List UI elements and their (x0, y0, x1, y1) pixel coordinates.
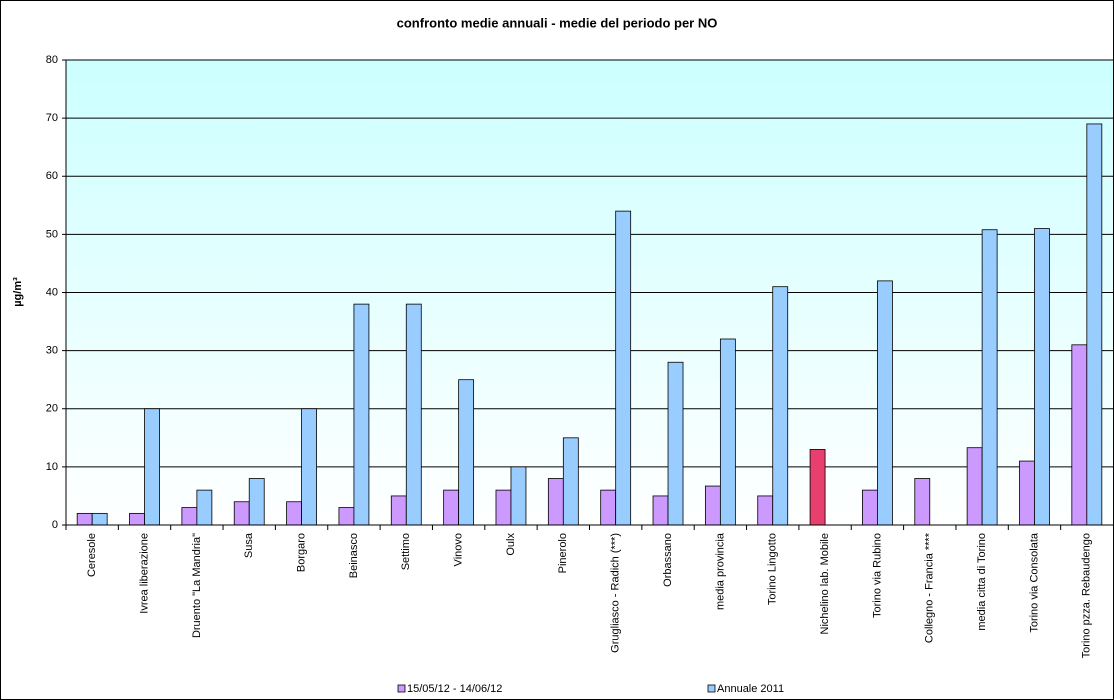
x-tick-label: Settimo (400, 533, 412, 570)
x-tick-label: Vinovo (453, 533, 465, 566)
x-tick-label: Beinasco (348, 533, 360, 578)
bar (547, 478, 564, 526)
x-tick-label: Ivrea liberazione (138, 533, 150, 614)
chart-title: confronto medie annuali - medie del peri… (397, 15, 718, 30)
bar (301, 408, 317, 526)
bar (772, 286, 789, 526)
bar (600, 489, 617, 526)
bar (353, 303, 370, 526)
bar (719, 338, 736, 526)
bar (877, 280, 893, 526)
x-tick-label: media provincia (714, 532, 726, 610)
bar (196, 489, 213, 526)
y-tick-label: 10 (46, 461, 58, 473)
x-tick-label: Torino pzza. Rebaudengo (1081, 533, 1093, 658)
x-tick-label: Nichelino lab. Mobile (819, 533, 831, 635)
x-tick-label: Susa (243, 532, 255, 558)
bar (458, 379, 475, 526)
x-tick-label: Pinerolo (557, 533, 569, 573)
bar (667, 361, 684, 526)
y-tick-label: 30 (46, 345, 58, 357)
bar (144, 408, 160, 526)
bar (1086, 123, 1103, 526)
bar (981, 229, 998, 526)
y-tick-label: 40 (46, 286, 58, 298)
bar (76, 512, 93, 526)
legend-label: Annuale 2011 (717, 683, 784, 695)
bar (966, 447, 983, 526)
bar (1071, 344, 1088, 526)
x-tick-label: Collegno - Francia **** (924, 532, 936, 643)
bar (1034, 228, 1050, 526)
bar (405, 303, 422, 526)
x-tick-label: Ceresole (86, 533, 98, 577)
bar (1019, 460, 1035, 526)
bar (181, 507, 198, 526)
legend-swatch (707, 684, 716, 693)
bar (286, 501, 302, 526)
bar (809, 449, 826, 526)
y-tick-label: 80 (46, 54, 58, 66)
x-tick-label: Grugliasco - Radich (***) (610, 533, 622, 653)
bar (390, 495, 407, 526)
bar (129, 512, 145, 526)
y-tick-label: 50 (46, 228, 58, 240)
x-tick-label: Orbassano (662, 533, 674, 587)
x-tick-label: media citta di Torino (976, 533, 988, 631)
y-tick-label: 70 (46, 112, 58, 124)
bar (652, 495, 669, 526)
y-axis-label: µg/m³ (12, 277, 24, 307)
bar (862, 489, 878, 526)
x-tick-label: Druento "La Mandria" (191, 533, 203, 638)
legend-label: 15/05/12 - 14/06/12 (407, 683, 502, 695)
bar (91, 512, 108, 526)
bar (248, 478, 265, 526)
legend-swatch (397, 684, 406, 693)
x-tick-label: Torino via Rubino (871, 533, 883, 618)
bar (757, 495, 774, 526)
y-tick-label: 0 (52, 519, 58, 531)
bar (338, 507, 355, 526)
bar (233, 501, 250, 526)
bar (562, 437, 579, 526)
x-tick-label: Torino via Consolata (1028, 532, 1040, 633)
y-tick-label: 20 (46, 403, 58, 415)
bar (704, 485, 721, 526)
bar (510, 466, 527, 526)
x-tick-label: Torino Lingotto (767, 533, 779, 605)
bar (914, 478, 931, 526)
bar (443, 489, 460, 526)
y-tick-label: 60 (46, 170, 58, 182)
x-tick-label: Borgaro (295, 533, 307, 572)
bar (495, 489, 512, 526)
x-tick-label: Oulx (505, 533, 517, 556)
bar (615, 210, 632, 526)
